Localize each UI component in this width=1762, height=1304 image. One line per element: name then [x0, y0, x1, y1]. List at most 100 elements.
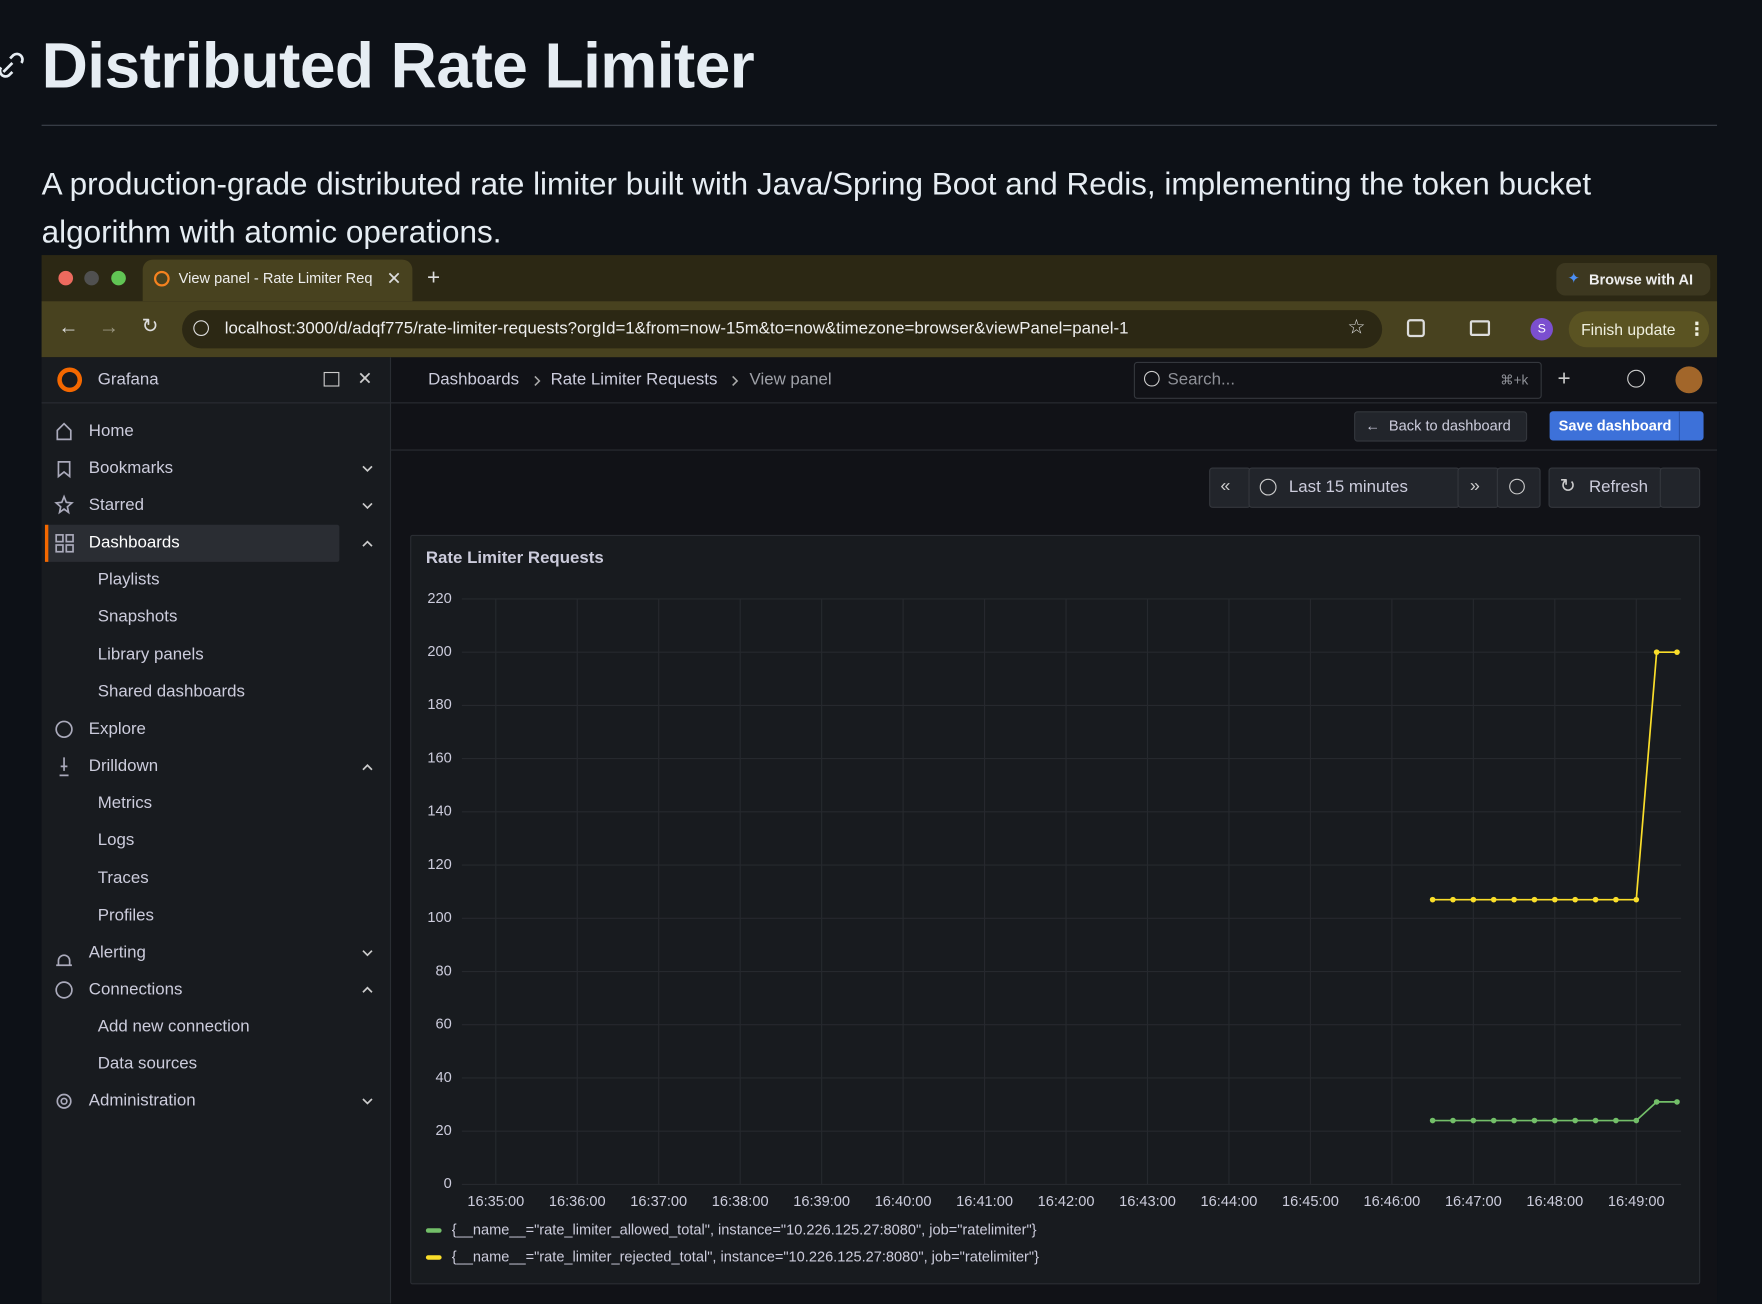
breadcrumb-separators — [533, 374, 747, 387]
save-split — [1679, 411, 1680, 440]
nav-active-bar — [45, 525, 48, 562]
tab-favicon — [154, 271, 170, 287]
y-tick-label: 160 — [427, 750, 451, 766]
nav-icons — [54, 420, 79, 1117]
nav-item[interactable]: Explore — [89, 719, 146, 738]
legend-label: {__name__="rate_limiter_allowed_total", … — [452, 1222, 1037, 1238]
new-menu[interactable]: + — [1557, 366, 1570, 392]
site-info[interactable] — [193, 320, 209, 336]
breadcrumb[interactable]: Dashboards — [428, 370, 519, 389]
nav-item[interactable]: Add new connection — [98, 1017, 250, 1036]
cast[interactable] — [1470, 320, 1490, 336]
y-tick-label: 20 — [436, 1123, 452, 1139]
x-tick-label: 16:47:00 — [1445, 1194, 1502, 1210]
nav-item[interactable]: Profiles — [98, 906, 154, 925]
x-tick-label: 16:49:00 — [1608, 1194, 1665, 1210]
nav-item[interactable]: Logs — [98, 830, 135, 849]
data-point — [1450, 1118, 1456, 1124]
data-point — [1532, 897, 1538, 903]
data-point — [1491, 1118, 1497, 1124]
shift-forward-icon: » — [1470, 476, 1480, 496]
nav-item[interactable]: Dashboards — [89, 533, 180, 552]
nav-item[interactable]: Library panels — [98, 645, 204, 664]
profile-avatar[interactable]: S — [1531, 318, 1553, 340]
refresh-interval[interactable] — [1660, 467, 1700, 507]
data-point — [1532, 1118, 1538, 1124]
link-icon — [0, 52, 25, 83]
tab-close[interactable]: ✕ — [387, 267, 402, 289]
x-tick-label: 16:40:00 — [875, 1194, 932, 1210]
nav-item[interactable]: Metrics — [98, 793, 152, 812]
nav-item[interactable]: Drilldown — [89, 756, 158, 775]
finish-update-label: Finish update — [1581, 320, 1675, 338]
data-point — [1552, 1118, 1558, 1124]
x-tick-label: 16:45:00 — [1282, 1194, 1339, 1210]
data-point — [1572, 897, 1578, 903]
data-point — [1613, 1118, 1619, 1124]
y-tick-label: 0 — [444, 1176, 452, 1192]
min-dot[interactable] — [84, 271, 99, 286]
nav-item[interactable]: Playlists — [98, 570, 160, 589]
nav-item[interactable]: Traces — [98, 869, 149, 888]
x-tick-label: 16:41:00 — [956, 1194, 1013, 1210]
x-tick-label: 16:35:00 — [467, 1194, 524, 1210]
x-tick-label: 16:48:00 — [1526, 1194, 1583, 1210]
zoom-icon — [1509, 479, 1525, 495]
tab-title: View panel - Rate Limiter Req — [179, 270, 373, 287]
extensions[interactable] — [1407, 319, 1425, 337]
max-dot[interactable] — [111, 271, 126, 286]
data-point — [1654, 1099, 1660, 1105]
refresh-label: Refresh — [1589, 478, 1648, 497]
refresh-icon: ↻ — [1560, 475, 1576, 497]
nav-item[interactable]: Connections — [89, 980, 183, 999]
nav-item[interactable]: Shared dashboards — [98, 682, 245, 701]
nav-item[interactable]: Home — [89, 421, 134, 440]
y-tick-label: 40 — [436, 1070, 452, 1086]
help[interactable] — [1627, 370, 1645, 388]
grafana-logo[interactable] — [57, 367, 82, 392]
search-icon — [1144, 371, 1160, 387]
x-tick-label: 16:38:00 — [712, 1194, 769, 1210]
readme-description: A production-grade distributed rate limi… — [42, 160, 1717, 257]
y-tick-label: 60 — [436, 1017, 452, 1033]
nav-item[interactable]: Bookmarks — [89, 458, 173, 477]
close-menu[interactable]: ✕ — [357, 367, 372, 389]
data-point — [1674, 1099, 1680, 1105]
header-border — [42, 402, 1717, 403]
back-button[interactable]: ← — [58, 316, 78, 340]
clock-icon — [1260, 479, 1277, 496]
data-point — [1593, 897, 1599, 903]
new-tab[interactable]: + — [427, 265, 440, 291]
bookmark-star[interactable]: ☆ — [1347, 316, 1365, 340]
time-range: Last 15 minutes — [1289, 478, 1408, 497]
x-tick-label: 16:39:00 — [793, 1194, 850, 1210]
ai-icon: ✦ — [1568, 270, 1580, 288]
data-point — [1471, 897, 1477, 903]
y-tick-label: 220 — [427, 591, 451, 607]
nav-item[interactable]: Starred — [89, 496, 144, 515]
dock-menu[interactable] — [324, 372, 340, 387]
nav-item[interactable]: Administration — [89, 1091, 196, 1110]
nav-item[interactable]: Alerting — [89, 943, 146, 962]
nav-item[interactable]: Snapshots — [98, 607, 178, 626]
save-label: Save dashboard — [1559, 417, 1672, 434]
data-point — [1633, 1118, 1639, 1124]
shift-back-icon: « — [1220, 476, 1230, 496]
back-label: Back to dashboard — [1389, 417, 1511, 434]
reload-button[interactable]: ↻ — [142, 315, 159, 339]
data-point — [1471, 1118, 1477, 1124]
x-tick-label: 16:42:00 — [1038, 1194, 1095, 1210]
y-tick-label: 140 — [427, 804, 451, 820]
y-tick-label: 100 — [427, 910, 451, 926]
close-dot[interactable] — [58, 271, 73, 286]
menu-dots[interactable]: ⋮ — [1688, 318, 1706, 340]
data-point — [1593, 1118, 1599, 1124]
y-tick-label: 120 — [427, 857, 451, 873]
user-avatar[interactable] — [1675, 366, 1702, 393]
data-point — [1430, 897, 1436, 903]
y-tick-label: 180 — [427, 697, 451, 713]
nav-item[interactable]: Data sources — [98, 1054, 197, 1073]
forward-button[interactable]: → — [99, 316, 119, 340]
